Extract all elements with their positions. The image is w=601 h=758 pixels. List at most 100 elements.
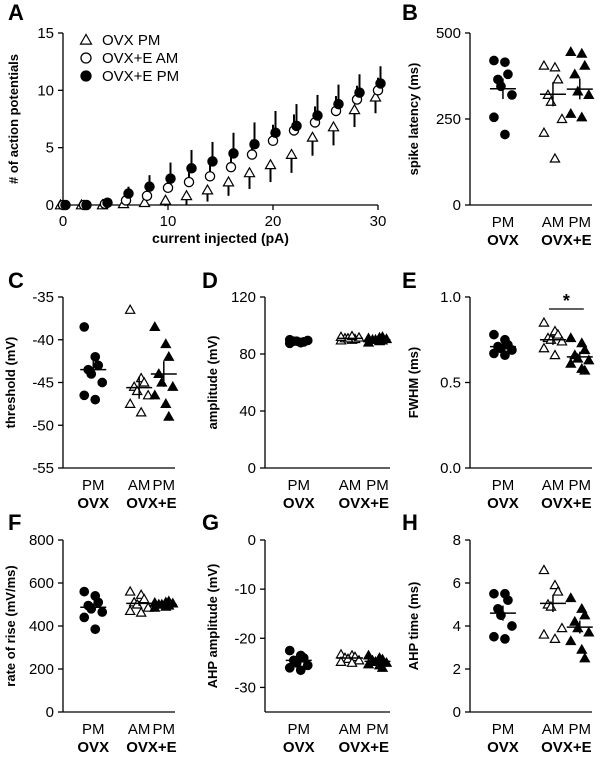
data-point-b [569, 68, 581, 79]
y-tick-label-b: 0 [453, 197, 461, 214]
category-label-c: PM [153, 477, 176, 494]
y-tick-label-c: -55 [32, 460, 54, 477]
panel-label-b: B [402, 0, 418, 25]
data-point-b [549, 152, 561, 163]
data-point-h [556, 622, 568, 633]
data-point-a [333, 98, 344, 110]
data-point-a [159, 194, 172, 205]
data-point-e [576, 337, 588, 348]
y-tick-label-a: 5 [46, 140, 54, 157]
data-point-e [579, 344, 591, 355]
data-point-b [500, 57, 510, 68]
group-label-e: OVX [487, 495, 519, 512]
data-point-a [141, 190, 153, 202]
y-tick-label-h: 8 [453, 532, 461, 549]
data-point-g [284, 662, 295, 673]
group-label-d: OVX+E [339, 495, 389, 512]
data-point-h [538, 628, 550, 639]
group-label-h: OVX+E [541, 739, 591, 753]
legend-label-a: OVX PM [102, 32, 160, 49]
x-tick-label-a: 20 [265, 213, 282, 230]
panel-label-a: A [8, 0, 24, 25]
data-point-f [142, 601, 154, 612]
x-tick-label-a: 0 [59, 213, 67, 230]
data-point-b [500, 129, 510, 140]
y-axis-label-b: spike latency (ms) [406, 63, 421, 176]
data-point-f [79, 612, 90, 623]
data-point-a [243, 166, 256, 178]
data-point-c [156, 376, 168, 387]
y-tick-label-a: 15 [37, 25, 54, 42]
data-point-a [204, 171, 216, 182]
group-label-e: OVX+E [541, 495, 591, 512]
y-tick-label-f: 800 [29, 532, 54, 549]
category-label-b: AM [542, 214, 565, 231]
data-point-f [138, 593, 150, 604]
data-point-a [312, 110, 323, 121]
data-point-b [538, 59, 550, 70]
data-point-e [500, 350, 510, 360]
data-point-b [552, 73, 564, 84]
data-point-f [90, 624, 101, 635]
data-point-g [376, 661, 389, 672]
data-point-e [489, 329, 499, 340]
legend-label-a: OVX+E PM [102, 68, 179, 85]
data-point-h [552, 585, 564, 596]
data-point-e [565, 357, 577, 368]
data-point-c [90, 394, 101, 405]
panel-label-h: H [402, 510, 418, 535]
data-point-c [90, 351, 101, 362]
group-label-c: OVX+E [126, 495, 176, 512]
group-label-g: OVX [283, 739, 315, 753]
x-axis-label-a: current injected (pA) [152, 230, 289, 246]
data-point-f [97, 607, 108, 617]
data-point-g [380, 657, 393, 667]
y-axis-label-d: amplitude (mV) [205, 336, 220, 430]
data-point-b [576, 47, 588, 58]
data-point-h [538, 564, 550, 575]
data-point-a [207, 156, 218, 167]
category-label-h: PM [569, 721, 592, 738]
data-point-a [186, 163, 197, 174]
y-tick-label-d: 120 [231, 289, 256, 306]
y-tick-label-a: 0 [46, 197, 54, 214]
y-axis-label-f: rate of rise (mV/ms) [3, 565, 18, 686]
data-point-c [149, 321, 161, 331]
data-point-a [183, 176, 195, 188]
data-point-h [489, 588, 499, 599]
legend-marker-a [79, 33, 93, 45]
data-point-a [165, 173, 176, 184]
data-point-c [124, 303, 136, 314]
y-tick-label-h: 6 [453, 575, 461, 592]
y-tick-label-e: 0.5 [440, 375, 461, 392]
data-point-b [572, 85, 584, 96]
data-point-h [503, 595, 513, 606]
category-label-h: AM [542, 721, 565, 738]
y-tick-label-b: 250 [436, 111, 461, 128]
group-label-g: OVX+E [339, 739, 389, 753]
y-tick-label-c: -50 [32, 417, 54, 434]
data-point-g [353, 654, 365, 665]
data-point-c [93, 360, 104, 371]
legend-marker-a [80, 70, 92, 82]
data-point-f [79, 586, 90, 597]
data-point-e [538, 316, 550, 327]
group-label-c: OVX [77, 495, 109, 512]
data-point-b [565, 108, 577, 118]
data-point-c [79, 390, 90, 401]
data-point-d [295, 337, 306, 348]
data-point-b [507, 90, 517, 100]
category-label-c: PM [82, 477, 105, 494]
category-label-e: AM [542, 477, 565, 494]
y-tick-label-g: 0 [248, 532, 256, 549]
data-point-a [60, 199, 71, 211]
data-point-a [138, 196, 151, 208]
data-point-e [507, 345, 517, 355]
data-point-c [138, 376, 150, 387]
y-axis-label-a: # of action potentials [6, 54, 21, 184]
data-point-f [93, 597, 104, 608]
category-label-f: PM [82, 721, 105, 738]
data-point-b [583, 89, 595, 99]
category-label-d: PM [288, 477, 311, 494]
data-point-a [102, 197, 113, 208]
